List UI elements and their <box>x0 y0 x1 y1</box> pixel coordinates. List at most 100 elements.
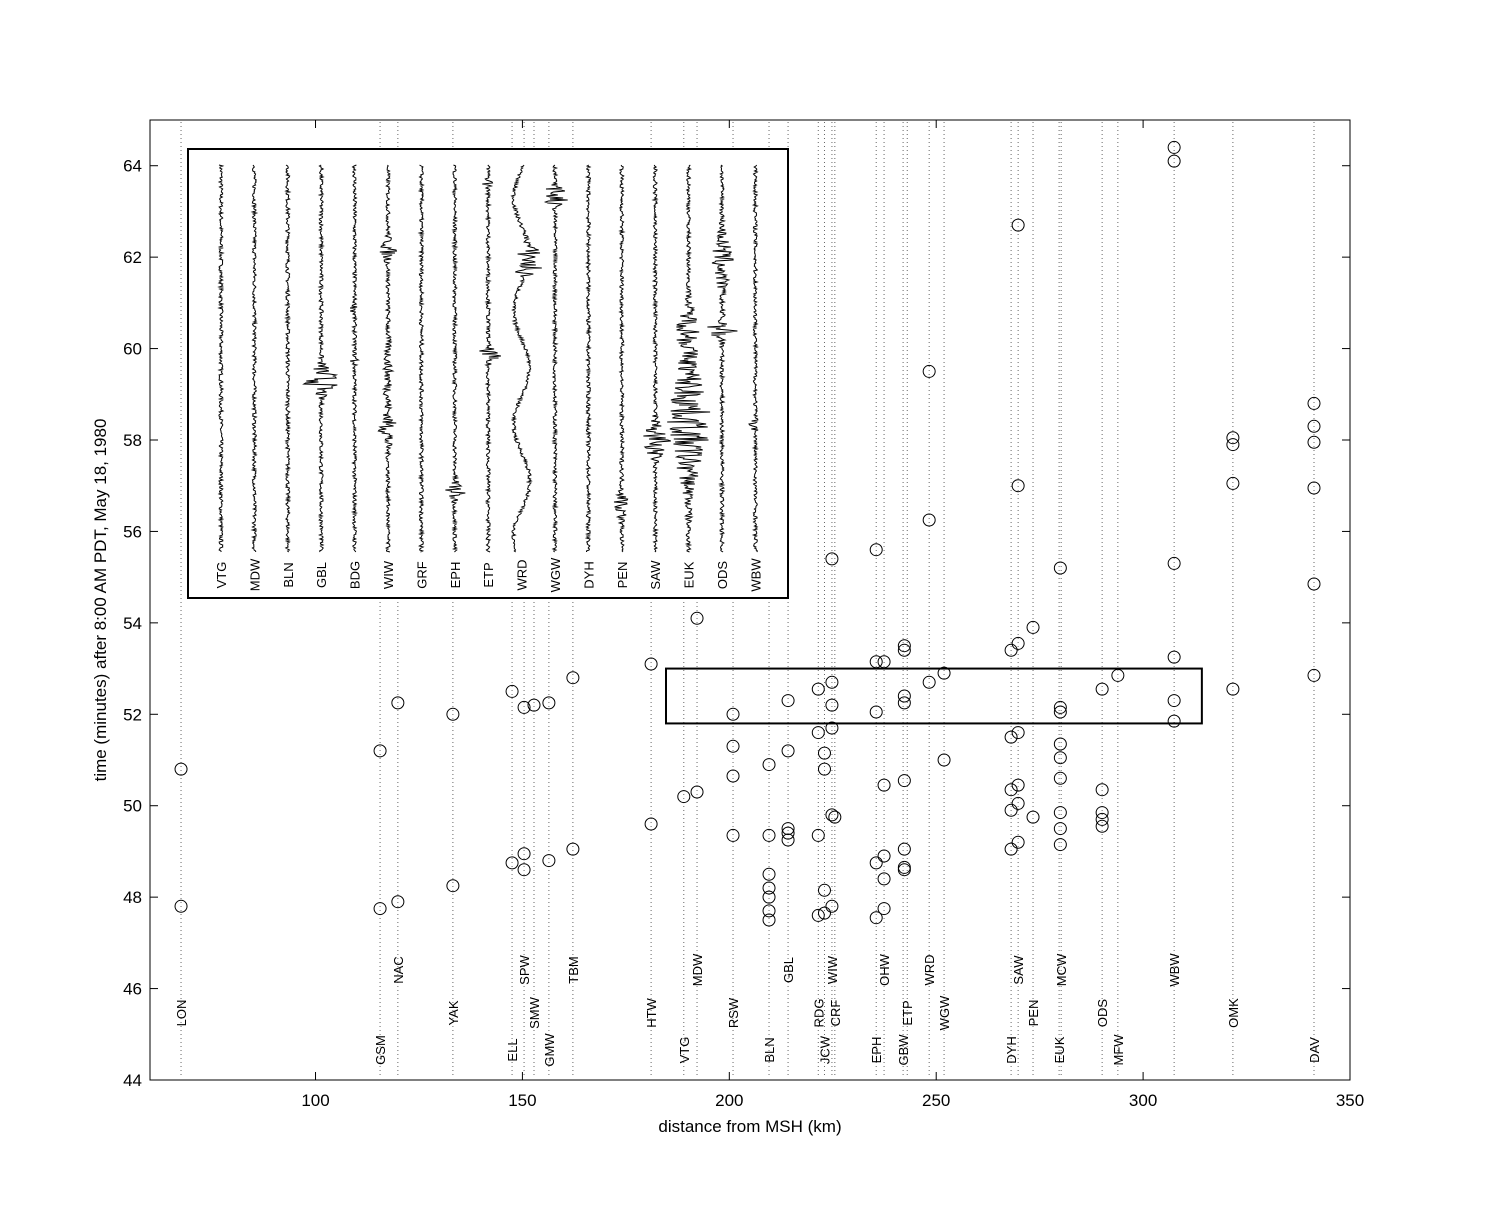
station-label: WIW <box>825 955 840 984</box>
point <box>877 902 891 916</box>
point <box>1167 154 1181 168</box>
point <box>1307 481 1321 495</box>
station-label: PEN <box>1026 1000 1041 1027</box>
point <box>1226 438 1240 452</box>
point <box>690 611 704 625</box>
station-label: BLN <box>762 1037 777 1062</box>
point <box>542 854 556 868</box>
point <box>1053 838 1067 852</box>
inset-label: GBL <box>314 562 329 588</box>
station-label: YAK <box>446 1000 461 1025</box>
point <box>781 833 795 847</box>
point <box>817 906 831 920</box>
point <box>781 694 795 708</box>
y-tick-label: 56 <box>123 522 142 541</box>
point <box>825 675 839 689</box>
inset-label: WIW <box>381 560 396 589</box>
point <box>1011 726 1025 740</box>
y-tick-label: 64 <box>123 157 142 176</box>
station-label: MFW <box>1111 1034 1126 1066</box>
seismogram <box>643 164 671 553</box>
station-label: MDW <box>690 953 705 986</box>
point <box>781 744 795 758</box>
x-tick-label: 250 <box>922 1091 950 1110</box>
point <box>1004 803 1018 817</box>
point <box>922 364 936 378</box>
station-label: RDG <box>811 999 826 1028</box>
seismogram <box>613 164 629 553</box>
y-tick-label: 58 <box>123 431 142 450</box>
point <box>817 883 831 897</box>
point <box>1011 479 1025 493</box>
point <box>762 828 776 842</box>
point <box>1011 778 1025 792</box>
point <box>897 774 911 788</box>
point <box>762 867 776 881</box>
point <box>811 908 825 922</box>
point <box>1053 806 1067 820</box>
point <box>811 828 825 842</box>
point <box>1026 810 1040 824</box>
y-tick-label: 46 <box>123 980 142 999</box>
y-tick-label: 50 <box>123 797 142 816</box>
x-tick-label: 100 <box>301 1091 329 1110</box>
point <box>1307 396 1321 410</box>
point <box>1167 650 1181 664</box>
point <box>825 808 839 822</box>
point <box>762 904 776 918</box>
station-label: MCW <box>1054 953 1069 986</box>
y-tick-label: 54 <box>123 614 142 633</box>
inset-label: WGW <box>548 557 563 592</box>
inset-label: ODS <box>715 561 730 590</box>
seismogram <box>479 164 501 553</box>
point <box>1307 668 1321 682</box>
station-label: HTW <box>644 997 659 1027</box>
point <box>373 902 387 916</box>
x-tick-label: 300 <box>1129 1091 1157 1110</box>
point <box>1226 431 1240 445</box>
x-axis-label: distance from MSH (km) <box>658 1117 841 1136</box>
seismogram <box>445 164 466 553</box>
point <box>825 552 839 566</box>
point <box>897 639 911 653</box>
point <box>505 856 519 870</box>
inset-label: WBW <box>748 558 763 592</box>
y-axis-label: time (minutes) after 8:00 AM PDT, May 18… <box>91 419 110 782</box>
station-label: DYH <box>1004 1036 1019 1063</box>
station-label: VTG <box>677 1037 692 1064</box>
x-tick-label: 200 <box>715 1091 743 1110</box>
station-label: GMW <box>542 1033 557 1067</box>
point <box>726 828 740 842</box>
point <box>1011 636 1025 650</box>
point <box>869 911 883 925</box>
point <box>817 746 831 760</box>
station-label: SPW <box>517 954 532 984</box>
point <box>644 657 658 671</box>
station-label: GSM <box>373 1035 388 1065</box>
point <box>690 785 704 799</box>
point <box>174 762 188 776</box>
y-tick-label: 48 <box>123 888 142 907</box>
point <box>825 698 839 712</box>
point <box>391 895 405 909</box>
point <box>517 847 531 861</box>
station-label: DAV <box>1307 1037 1322 1063</box>
point <box>869 705 883 719</box>
inset-label: DYH <box>581 561 596 588</box>
point <box>877 778 891 792</box>
station-label: ETP <box>900 1000 915 1025</box>
axes-frame <box>149 119 1351 1081</box>
station-label: GBL <box>781 957 796 983</box>
inset-label: MDW <box>247 558 262 591</box>
point <box>1095 783 1109 797</box>
point <box>1053 561 1067 575</box>
seismogram <box>707 164 738 553</box>
station-label: WRD <box>922 954 937 985</box>
point <box>1053 700 1067 714</box>
point <box>877 872 891 886</box>
point <box>677 790 691 804</box>
seismogram <box>584 164 593 552</box>
point <box>1053 751 1067 765</box>
point <box>825 721 839 735</box>
